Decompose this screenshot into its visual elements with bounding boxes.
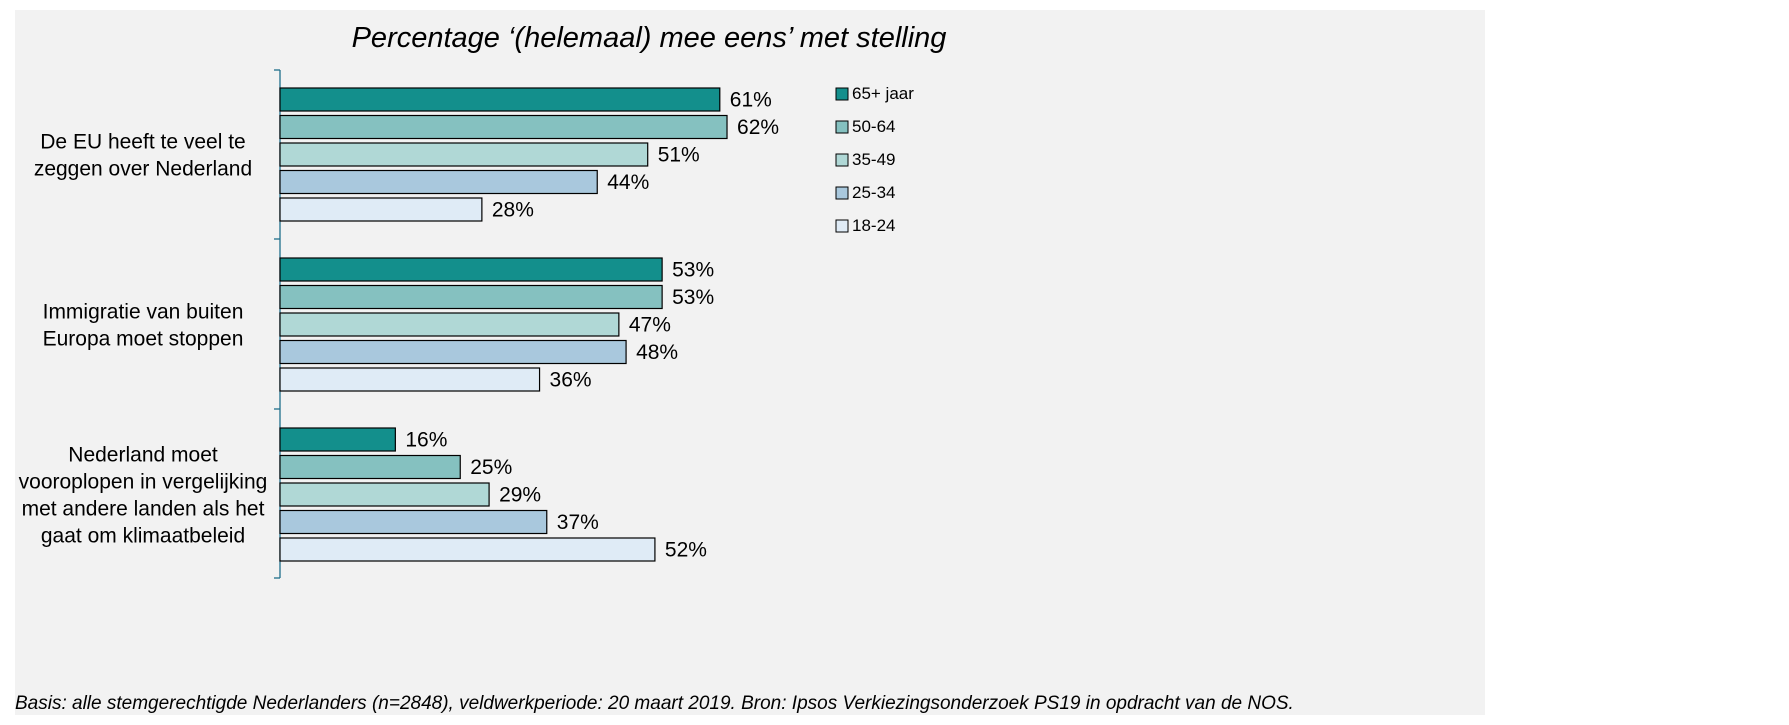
legend-label: 65+ jaar xyxy=(852,84,914,103)
footnote: Basis: alle stemgerechtigde Nederlanders… xyxy=(15,693,1294,714)
bar xyxy=(279,197,483,222)
data-label: 53% xyxy=(672,286,714,309)
category-label: zeggen over Nederland xyxy=(34,157,252,180)
data-label: 36% xyxy=(550,369,592,392)
bar-chart: Percentage ‘(helemaal) mee eens’ met ste… xyxy=(15,22,1294,714)
bar xyxy=(279,482,490,507)
category-label: met andere landen als het xyxy=(22,497,265,520)
data-label: 28% xyxy=(492,199,534,222)
bars xyxy=(279,87,728,562)
bar xyxy=(279,142,649,167)
bar xyxy=(279,257,663,282)
category-label: Immigratie van buiten xyxy=(43,300,244,323)
category-label: De EU heeft te veel te xyxy=(40,130,245,153)
data-label: 44% xyxy=(607,171,649,194)
category-label: gaat om klimaatbeleid xyxy=(41,524,245,547)
bar xyxy=(279,169,598,195)
value-labels: 61%62%51%44%28%53%53%47%48%36%16%25%29%3… xyxy=(405,89,779,562)
data-label: 52% xyxy=(665,539,707,562)
legend-label: 35-49 xyxy=(852,150,895,169)
data-label: 62% xyxy=(737,116,779,139)
bar xyxy=(279,454,461,480)
data-label: 16% xyxy=(405,429,447,452)
data-label: 47% xyxy=(629,314,671,337)
legend: 65+ jaar 50-64 35-49 25-34 18-24 xyxy=(835,84,914,235)
bar xyxy=(279,367,541,392)
bar xyxy=(279,537,656,562)
category-label: Europa moet stoppen xyxy=(43,327,244,350)
data-label: 48% xyxy=(636,341,678,364)
legend-swatch xyxy=(835,120,849,134)
bar xyxy=(279,284,663,310)
bar xyxy=(279,339,627,365)
chart-panel: Percentage ‘(helemaal) mee eens’ met ste… xyxy=(15,10,1485,715)
bar xyxy=(279,87,721,112)
bar xyxy=(279,427,396,452)
bar xyxy=(279,509,548,535)
legend-swatch xyxy=(835,153,849,167)
bar xyxy=(279,114,728,140)
data-label: 53% xyxy=(672,259,714,282)
category-label: vooroplopen in vergelijking xyxy=(19,470,268,493)
data-label: 37% xyxy=(557,511,599,534)
data-label: 29% xyxy=(499,484,541,507)
category-label: Nederland moet xyxy=(68,443,218,466)
bar xyxy=(279,312,620,337)
data-label: 61% xyxy=(730,89,772,112)
chart-title: Percentage ‘(helemaal) mee eens’ met ste… xyxy=(352,22,947,54)
data-label: 25% xyxy=(470,456,512,479)
legend-swatch xyxy=(835,219,849,233)
legend-label: 25-34 xyxy=(852,183,895,202)
legend-swatch xyxy=(835,87,849,101)
legend-label: 18-24 xyxy=(852,216,895,235)
data-label: 51% xyxy=(658,144,700,167)
category-axis xyxy=(274,69,281,579)
legend-swatch xyxy=(835,186,849,200)
category-labels: De EU heeft te veel te zeggen over Nederl… xyxy=(19,130,268,547)
legend-label: 50-64 xyxy=(852,117,895,136)
